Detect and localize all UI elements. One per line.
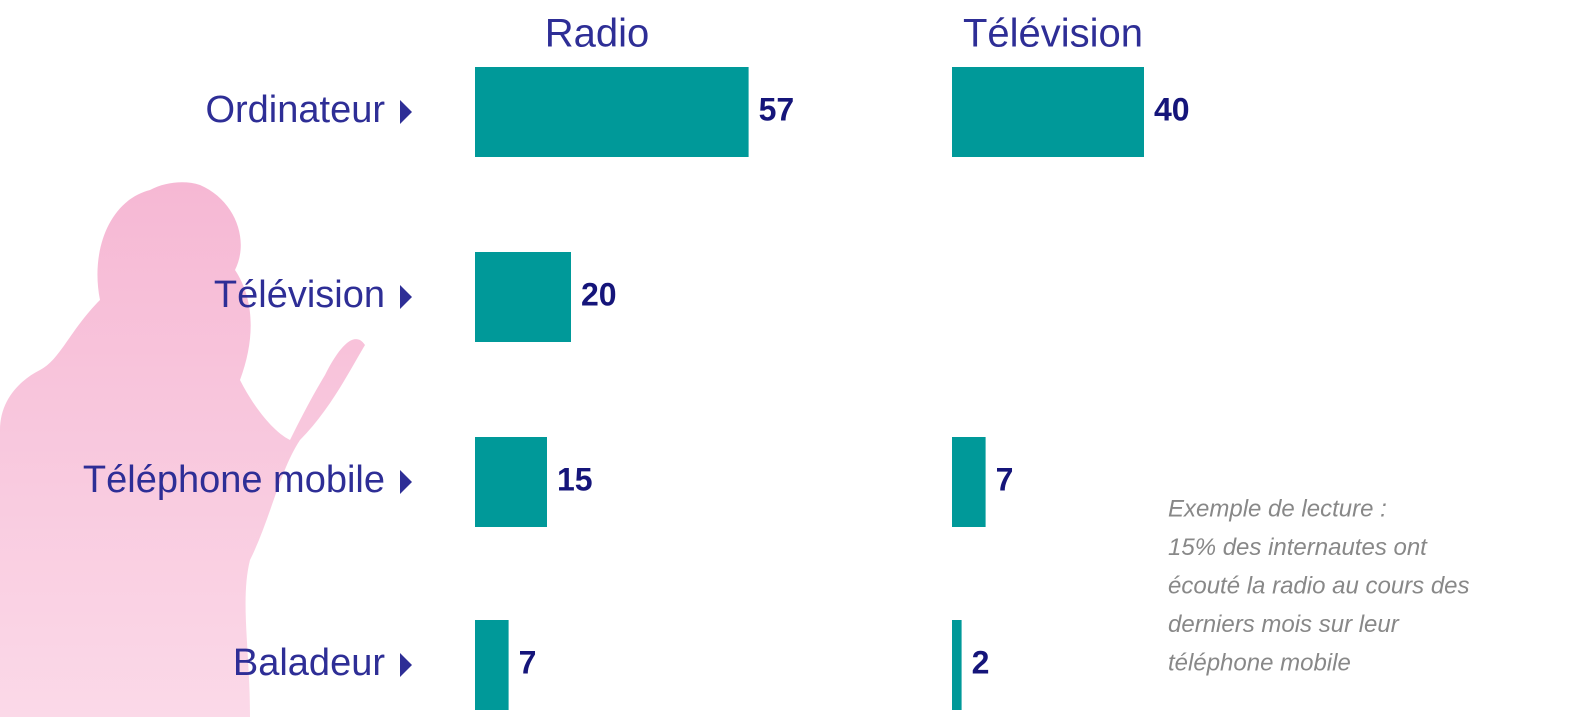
category-label: Baladeur [233,642,385,684]
annotation: 15% des internautes ont [1168,534,1428,561]
category-marker [400,285,412,309]
category-label: Télévision [214,274,385,316]
bar [952,437,986,527]
category-label: Ordinateur [205,89,385,131]
bar [475,620,509,710]
value-label: 15 [557,461,593,497]
value-label: 40 [1154,91,1190,127]
annotation: écouté la radio au cours des [1168,572,1470,599]
bar [475,67,749,157]
value-label: 7 [996,461,1014,497]
bar [952,67,1144,157]
annotation: Exemple de lecture : [1168,495,1387,522]
chart: Ordinateur Télévision Téléphone mobile Bala… [0,0,1590,717]
bar [475,437,547,527]
category-label: Téléphone mobile [83,459,385,501]
category-marker [400,100,412,124]
category-marker [400,470,412,494]
panel-title: Télévision [963,12,1143,56]
value-label: 7 [519,644,537,680]
value-label: 57 [759,91,795,127]
bar [952,620,962,710]
panel-title: Radio [545,12,650,56]
category-marker [400,653,412,677]
value-label: 2 [972,644,990,680]
annotation: derniers mois sur leur [1168,611,1400,638]
bar [475,252,571,342]
annotation: téléphone mobile [1168,649,1351,676]
silhouette [0,182,365,717]
value-label: 20 [581,276,617,312]
